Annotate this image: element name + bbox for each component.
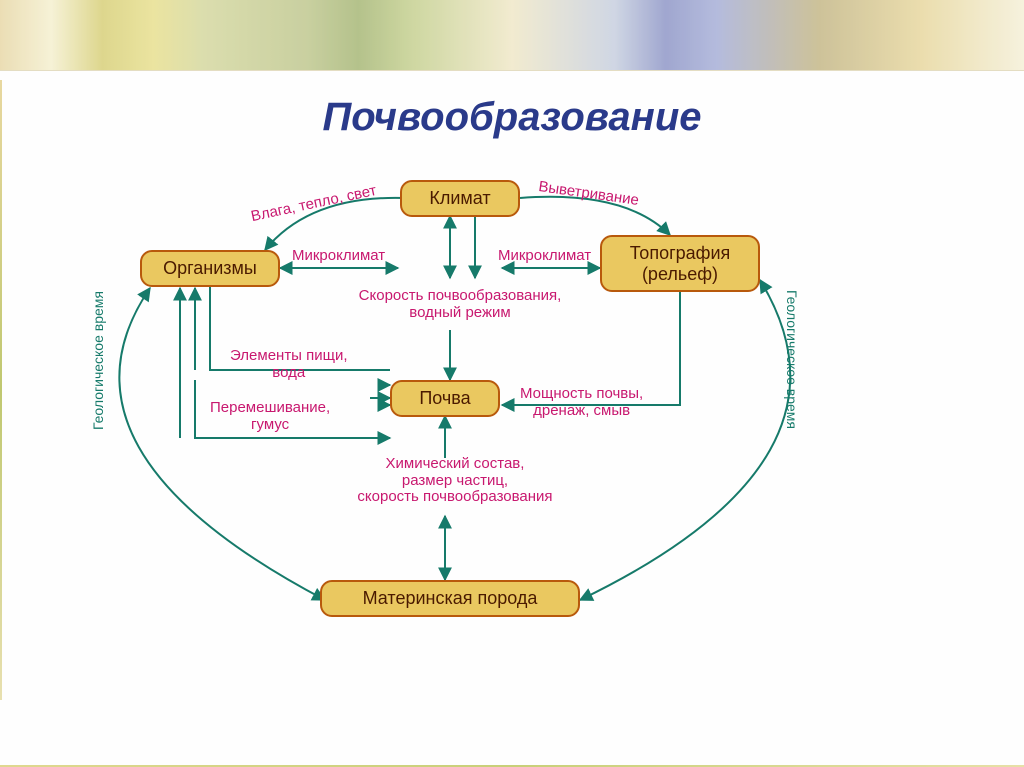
- node-climate: Климат: [400, 180, 520, 217]
- node-parent-rock: Материнская порода: [320, 580, 580, 617]
- label-thickness: Мощность почвы, дренаж, смыв: [520, 386, 643, 419]
- node-soil: Почва: [390, 380, 500, 417]
- slide: Почвообразование: [0, 0, 1024, 767]
- node-organisms: Организмы: [140, 250, 280, 287]
- decorative-top-border: [0, 0, 1024, 71]
- page-title: Почвообразование: [0, 95, 1024, 140]
- soil-formation-diagram: Климат Организмы Топография (рельеф) Поч…: [80, 180, 860, 660]
- label-geo-time-right: Геологическое время: [784, 290, 800, 429]
- node-topography: Топография (рельеф): [600, 235, 760, 292]
- label-nutrients: Элементы пищи, вода: [230, 348, 348, 381]
- label-microc-right: Микроклимат: [498, 248, 591, 265]
- label-chemical: Химический состав, размер частиц, скорос…: [310, 456, 600, 506]
- label-geo-time-left: Геологическое время: [90, 291, 106, 430]
- label-soil-rate: Скорость почвообразования, водный режим: [335, 288, 585, 321]
- decorative-left-border: [0, 80, 2, 700]
- label-microc-left: Микроклимат: [292, 248, 385, 265]
- label-mixing-humus: Перемешивание, гумус: [210, 400, 330, 433]
